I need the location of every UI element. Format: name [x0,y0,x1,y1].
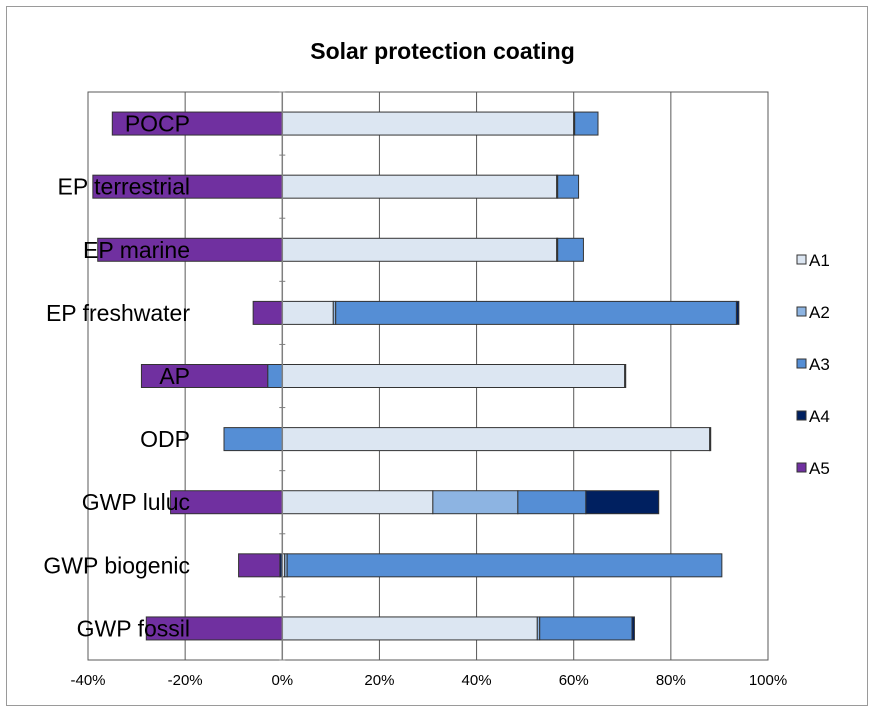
x-tick-label: 20% [364,672,394,689]
bar-a3 [335,300,737,325]
bar-a3 [286,553,723,578]
bar-a4 [735,300,740,325]
bar-a3 [267,364,283,388]
legend-swatch-a1 [796,254,807,265]
bar-a1 [281,237,558,262]
bar-a1 [281,490,434,515]
legend: A1 A2 A3 A4 A5 [796,251,830,478]
bar-a1 [281,616,538,641]
bar-a2 [624,364,627,388]
category-labels: POCP EP terrestrial EP marine EP freshwater… [43,111,190,642]
x-tick-label: -40% [70,672,105,689]
bar-a2 [432,490,519,515]
x-tick-label: 100% [749,672,787,689]
bar-a3 [557,237,584,262]
legend-label-a3: A3 [809,355,830,374]
legend-label-a4: A4 [809,407,830,426]
legend-label-a2: A2 [809,303,830,322]
category-label: EP terrestrial [57,174,190,200]
legend-label-a1: A1 [809,251,830,270]
x-tick-label: 40% [462,672,492,689]
bar-a1 [281,174,558,199]
category-label: GWP biogenic [43,552,190,578]
bar-a1 [281,300,334,325]
bar-a3 [557,174,580,199]
bar-a2 [709,427,712,452]
bar-a5 [140,364,269,388]
bar-a3 [223,427,283,452]
bar-a5 [252,300,283,325]
category-label: EP marine [83,237,190,263]
category-label: ODP [140,426,190,452]
legend-swatch-a5 [796,462,807,473]
x-tick-label: 0% [271,672,293,689]
bar-a1 [281,364,626,388]
legend-swatch-a2 [796,306,807,317]
bar-a3 [517,490,587,515]
bar-a1 [281,111,575,136]
bar-a1 [281,427,711,452]
x-tick-label: 80% [656,672,686,689]
legend-swatch-a3 [796,358,807,369]
bar-a4 [631,616,635,641]
legend-label-a5: A5 [809,459,830,478]
bar-a5 [238,553,281,578]
axes [279,91,286,661]
bar-a4 [585,490,660,515]
x-tick-label: -20% [168,672,203,689]
category-label: GWP fossil [77,615,190,641]
x-tick-labels: -40% -20% 0% 20% 40% 60% 80% 100% [70,672,787,689]
legend-swatch-a4 [796,410,807,421]
category-label: AP [159,363,190,389]
category-label: POCP [125,111,190,137]
category-label: EP freshwater [46,300,190,326]
category-label: GWP luluc [82,489,190,515]
chart-title: Solar protection coating [310,38,575,64]
x-tick-label: 60% [559,672,589,689]
bar-a3 [539,616,633,641]
plot-area [87,91,769,661]
bar-a3 [574,111,599,136]
